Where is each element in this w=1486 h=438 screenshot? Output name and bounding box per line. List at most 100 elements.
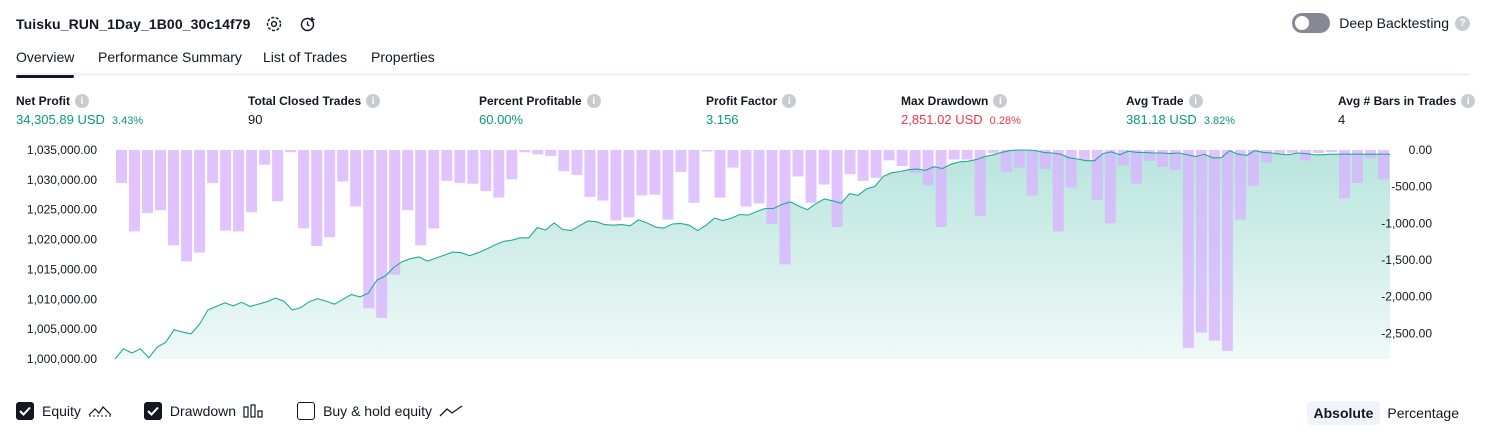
drawdown-bar	[844, 150, 856, 175]
drawdown-bar	[688, 150, 700, 203]
drawdown-bar	[142, 150, 153, 213]
deep-backtesting-toggle[interactable]	[1292, 13, 1331, 33]
drawdown-bar	[636, 150, 648, 196]
drawdown-bar	[701, 150, 713, 152]
drawdown-bar	[181, 150, 193, 262]
drawdown-checkbox[interactable]	[143, 402, 162, 420]
drawdown-bar	[350, 150, 362, 207]
drawdown-bar	[1234, 150, 1246, 220]
left-axis-tick-label: 1,025,000.00	[27, 203, 97, 217]
drawdown-bar	[506, 150, 518, 180]
drawdown-bar	[1312, 150, 1324, 153]
settings-gear-icon[interactable]	[263, 13, 285, 35]
drawdown-bar	[1221, 150, 1233, 351]
info-icon[interactable]: i	[1461, 94, 1476, 108]
tab-properties[interactable]: Properties	[371, 49, 435, 65]
drawdown-bar	[1026, 150, 1038, 196]
drawdown-bar	[779, 150, 791, 265]
drawdown-bar	[194, 150, 206, 253]
drawdown-bar	[857, 150, 869, 181]
drawdown-bar	[675, 150, 687, 172]
deep-backtesting-label: Deep Backtesting	[1339, 15, 1449, 31]
metric-value: 60.00%	[479, 112, 524, 127]
drawdown-bar	[1091, 150, 1103, 200]
info-icon[interactable]: i	[586, 94, 601, 108]
toggle-knob	[1295, 16, 1310, 30]
drawdown-bar	[1378, 150, 1389, 180]
metric-avg-bars-in-trades: Avg # Bars in Trades i 4	[1338, 94, 1476, 127]
metric-percent-profitable: Percent Profitable i 60.00%	[479, 94, 601, 127]
tab-performance-summary[interactable]: Performance Summary	[98, 49, 242, 65]
drawdown-bar	[272, 150, 284, 202]
metric-label: Total Closed Trades	[248, 94, 362, 108]
drawdown-bar	[1247, 150, 1259, 186]
metric-profit-factor: Profit Factor i 3.156	[706, 94, 797, 127]
drawdown-bar	[116, 150, 127, 183]
metric-percent: 3.82%	[1203, 115, 1236, 127]
drawdown-bar	[402, 150, 414, 211]
drawdown-bar	[519, 150, 531, 153]
legend-equity[interactable]: Equity	[16, 402, 112, 420]
right-axis-tick-label: 0.00	[1409, 143, 1433, 157]
drawdown-bar	[1286, 150, 1298, 153]
drawdown-bar	[246, 150, 258, 213]
drawdown-bar	[623, 150, 635, 218]
tab-list-of-trades[interactable]: List of Trades	[263, 49, 348, 65]
drawdown-bar	[168, 150, 179, 246]
buy-hold-line-icon	[439, 404, 463, 418]
drawdown-bar	[129, 150, 140, 232]
drawdown-bar	[1169, 150, 1181, 170]
tab-overview[interactable]: Overview	[16, 49, 75, 78]
legend-drawdown[interactable]: Drawdown	[143, 402, 265, 420]
legend-label: Equity	[42, 403, 81, 419]
drawdown-bar	[454, 150, 466, 183]
drawdown-bar	[1325, 150, 1337, 153]
equity-drawdown-chart[interactable]: 1,000,000.00 1,005,000.00 1,010,000.00 1,01…	[0, 138, 1486, 370]
metric-net-profit: Net Profit i 34,305.89 USD 3.43%	[16, 94, 143, 127]
percentage-button[interactable]: Percentage	[1387, 405, 1459, 421]
absolute-button[interactable]: Absolute	[1306, 401, 1381, 425]
metric-value: 34,305.89 USD	[16, 112, 105, 127]
info-icon[interactable]: i	[993, 94, 1008, 108]
drawdown-bar	[441, 150, 453, 181]
drawdown-bar	[389, 150, 401, 275]
drawdown-bar	[1117, 150, 1129, 166]
metric-label: Max Drawdown	[901, 94, 989, 108]
drawdown-bar	[766, 150, 778, 224]
drawdown-bar	[298, 150, 310, 229]
equity-line-icon	[88, 404, 112, 418]
drawdown-bar	[259, 150, 271, 165]
info-icon[interactable]: i	[1188, 94, 1203, 108]
metric-label: Avg Trade	[1126, 94, 1184, 108]
strategy-title: Tuisku_RUN_1Day_1B00_30c14f79	[16, 16, 251, 32]
drawdown-bar	[922, 150, 934, 186]
drawdown-bar	[324, 150, 336, 238]
drawdown-bar	[714, 150, 726, 198]
add-alert-clock-icon[interactable]	[297, 13, 319, 35]
left-axis-tick-label: 1,030,000.00	[27, 173, 97, 187]
drawdown-bar	[948, 150, 960, 160]
drawdown-bar	[558, 150, 570, 172]
drawdown-bar	[311, 150, 323, 246]
legend-buy-hold-equity[interactable]: Buy & hold equity	[297, 402, 463, 420]
drawdown-bar	[1052, 150, 1064, 232]
drawdown-bar	[610, 150, 622, 221]
metric-percent: 0.28%	[989, 115, 1021, 127]
info-icon[interactable]: i	[366, 94, 381, 108]
info-icon[interactable]: i	[75, 94, 89, 108]
metric-total-closed-trades: Total Closed Trades i 90	[248, 94, 381, 127]
metric-value: 3.156	[706, 112, 739, 127]
drawdown-bar	[1182, 150, 1194, 348]
drawdown-bar	[818, 150, 830, 185]
drawdown-bar	[896, 150, 908, 167]
metric-label: Net Profit	[16, 94, 70, 108]
help-icon[interactable]: ?	[1455, 15, 1470, 31]
drawdown-bar	[974, 150, 986, 216]
equity-checkbox[interactable]	[16, 402, 34, 420]
drawdown-bar	[1156, 150, 1168, 167]
drawdown-bar	[220, 150, 232, 231]
info-icon[interactable]: i	[782, 94, 797, 108]
drawdown-bar	[597, 150, 609, 201]
display-mode-switch: Absolute Percentage	[1306, 401, 1467, 425]
buy-hold-checkbox[interactable]	[297, 402, 316, 420]
